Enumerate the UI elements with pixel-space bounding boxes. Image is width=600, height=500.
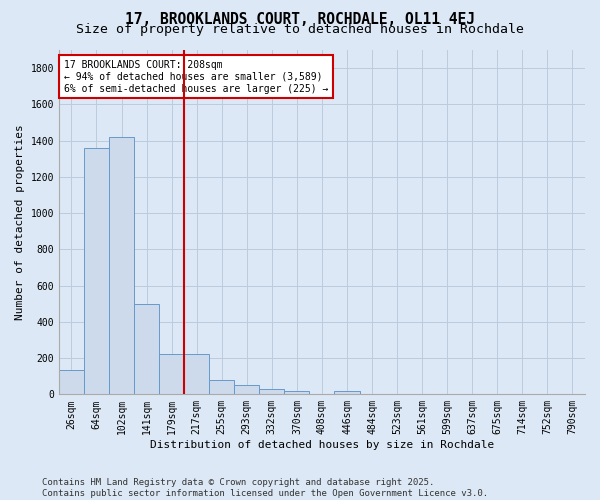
Text: 17, BROOKLANDS COURT, ROCHDALE, OL11 4EJ: 17, BROOKLANDS COURT, ROCHDALE, OL11 4EJ <box>125 12 475 28</box>
Bar <box>259 390 284 394</box>
X-axis label: Distribution of detached houses by size in Rochdale: Distribution of detached houses by size … <box>150 440 494 450</box>
Bar <box>109 137 134 394</box>
Bar <box>334 390 359 394</box>
Bar <box>59 370 84 394</box>
Text: Size of property relative to detached houses in Rochdale: Size of property relative to detached ho… <box>76 22 524 36</box>
Bar <box>184 354 209 395</box>
Bar <box>284 390 310 394</box>
Bar <box>84 148 109 394</box>
Bar <box>159 354 184 395</box>
Bar <box>234 386 259 394</box>
Y-axis label: Number of detached properties: Number of detached properties <box>15 124 25 320</box>
Text: Contains HM Land Registry data © Crown copyright and database right 2025.
Contai: Contains HM Land Registry data © Crown c… <box>42 478 488 498</box>
Bar <box>134 304 159 394</box>
Text: 17 BROOKLANDS COURT: 208sqm
← 94% of detached houses are smaller (3,589)
6% of s: 17 BROOKLANDS COURT: 208sqm ← 94% of det… <box>64 60 329 94</box>
Bar <box>209 380 234 394</box>
